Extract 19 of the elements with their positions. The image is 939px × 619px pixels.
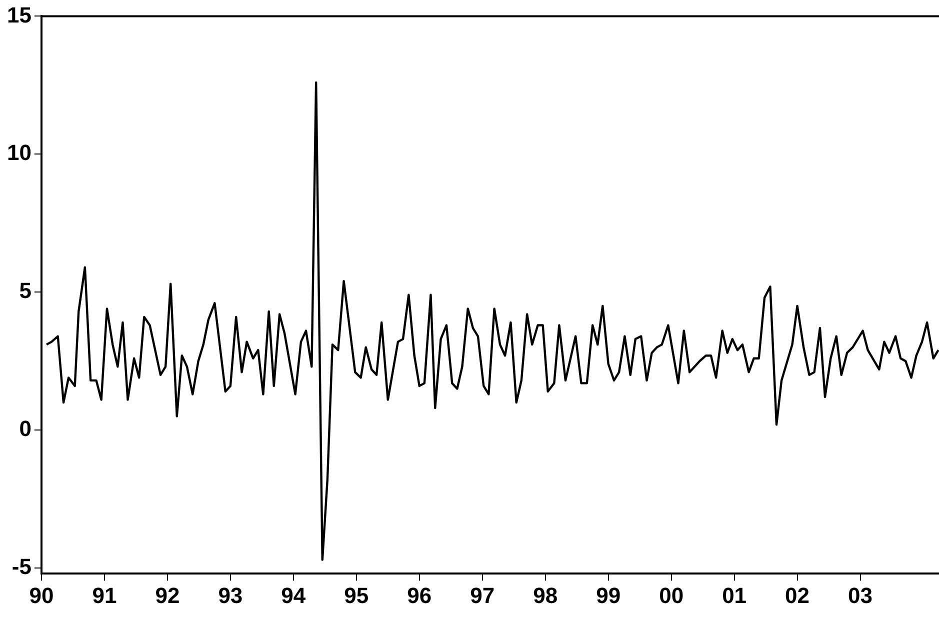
y-tick-label: 0 bbox=[19, 416, 32, 442]
x-tick-label: 97 bbox=[470, 582, 495, 608]
y-tick-label: 5 bbox=[19, 278, 32, 304]
x-tick-label: 95 bbox=[344, 582, 369, 608]
x-tick-label: 90 bbox=[29, 582, 54, 608]
x-tick-label: 91 bbox=[92, 582, 117, 608]
x-tick-label: 98 bbox=[533, 582, 558, 608]
x-tick-label: 96 bbox=[407, 582, 432, 608]
x-tick-label: 03 bbox=[848, 582, 873, 608]
y-tick-label: 10 bbox=[6, 140, 32, 166]
y-tick-label: -5 bbox=[12, 554, 32, 580]
x-tick-label: 02 bbox=[785, 582, 810, 608]
x-tick-label: 00 bbox=[659, 582, 684, 608]
x-tick-label: 93 bbox=[218, 582, 243, 608]
x-tick-label: 01 bbox=[722, 582, 747, 608]
x-tick-label: 99 bbox=[596, 582, 621, 608]
y-tick-label: 15 bbox=[6, 2, 32, 28]
x-tick-label: 92 bbox=[155, 582, 180, 608]
x-tick-label: 94 bbox=[281, 582, 306, 608]
